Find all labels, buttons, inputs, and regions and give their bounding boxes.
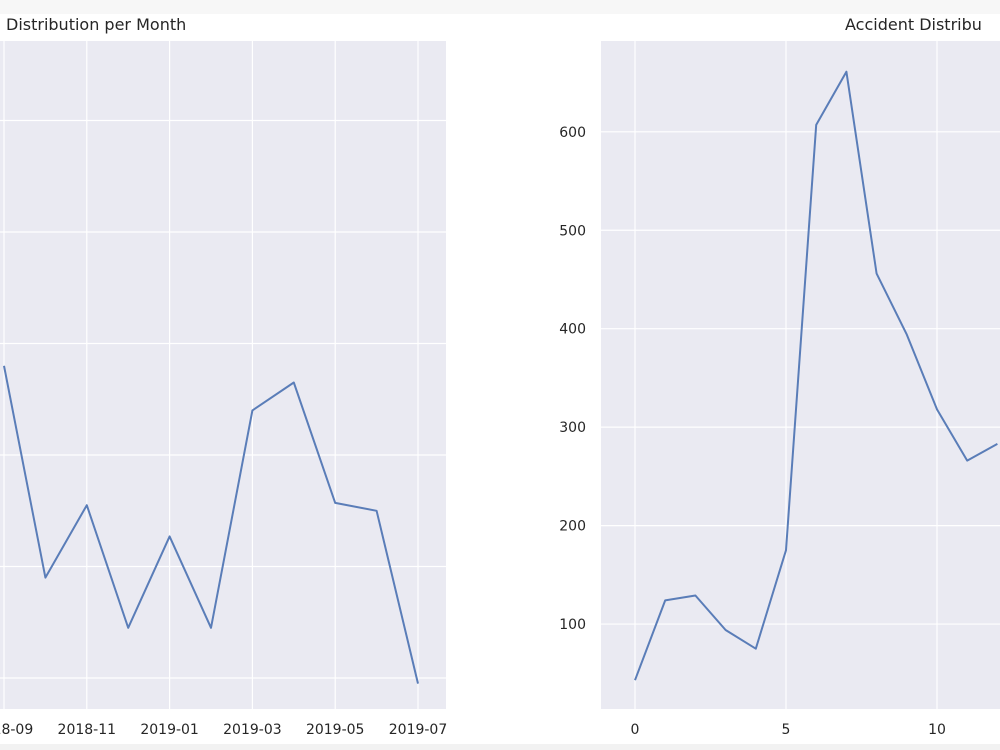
right-y-tick-label: 100 bbox=[559, 617, 586, 633]
right-y-tick-label: 200 bbox=[559, 519, 586, 535]
right-y-tick-label: 300 bbox=[559, 420, 586, 436]
right-y-tick-label: 400 bbox=[559, 322, 586, 338]
chart-canvas: Distribution per Month 2018-09 2018-11 201… bbox=[0, 15, 1000, 738]
left-x-tick-label: 2019-01 bbox=[140, 722, 199, 738]
left-series-line bbox=[3, 365, 419, 684]
left-x-tick-label: 2019-03 bbox=[223, 722, 282, 738]
left-chart-title: Distribution per Month bbox=[6, 15, 186, 34]
figure: Distribution per Month 2018-09 2018-11 201… bbox=[0, 14, 1000, 744]
right-series-line bbox=[634, 70, 998, 681]
right-x-tick-label: 10 bbox=[928, 722, 946, 738]
right-x-tick-label: 0 bbox=[631, 722, 640, 738]
right-plot-area bbox=[601, 41, 1000, 709]
right-x-tick-label: 5 bbox=[782, 722, 791, 738]
left-x-tick-label: 2019-05 bbox=[306, 722, 365, 738]
window-bottom-edge bbox=[0, 744, 1000, 750]
left-plot-area bbox=[0, 41, 446, 709]
left-x-tick-label: 2018-09 bbox=[0, 722, 33, 738]
right-chart-title: Accident Distribu bbox=[845, 15, 982, 34]
right-y-tick-label: 500 bbox=[559, 223, 586, 239]
right-y-tick-label: 600 bbox=[559, 125, 586, 141]
month-distribution-chart: Distribution per Month 2018-09 2018-11 201… bbox=[0, 15, 447, 738]
left-x-tick-label: 2018-11 bbox=[58, 722, 117, 738]
accident-distribution-chart: Accident Distribu 0 5 10 100 200 300 400 500 60… bbox=[559, 15, 1000, 738]
left-x-tick-label: 2019-07 bbox=[389, 722, 448, 738]
